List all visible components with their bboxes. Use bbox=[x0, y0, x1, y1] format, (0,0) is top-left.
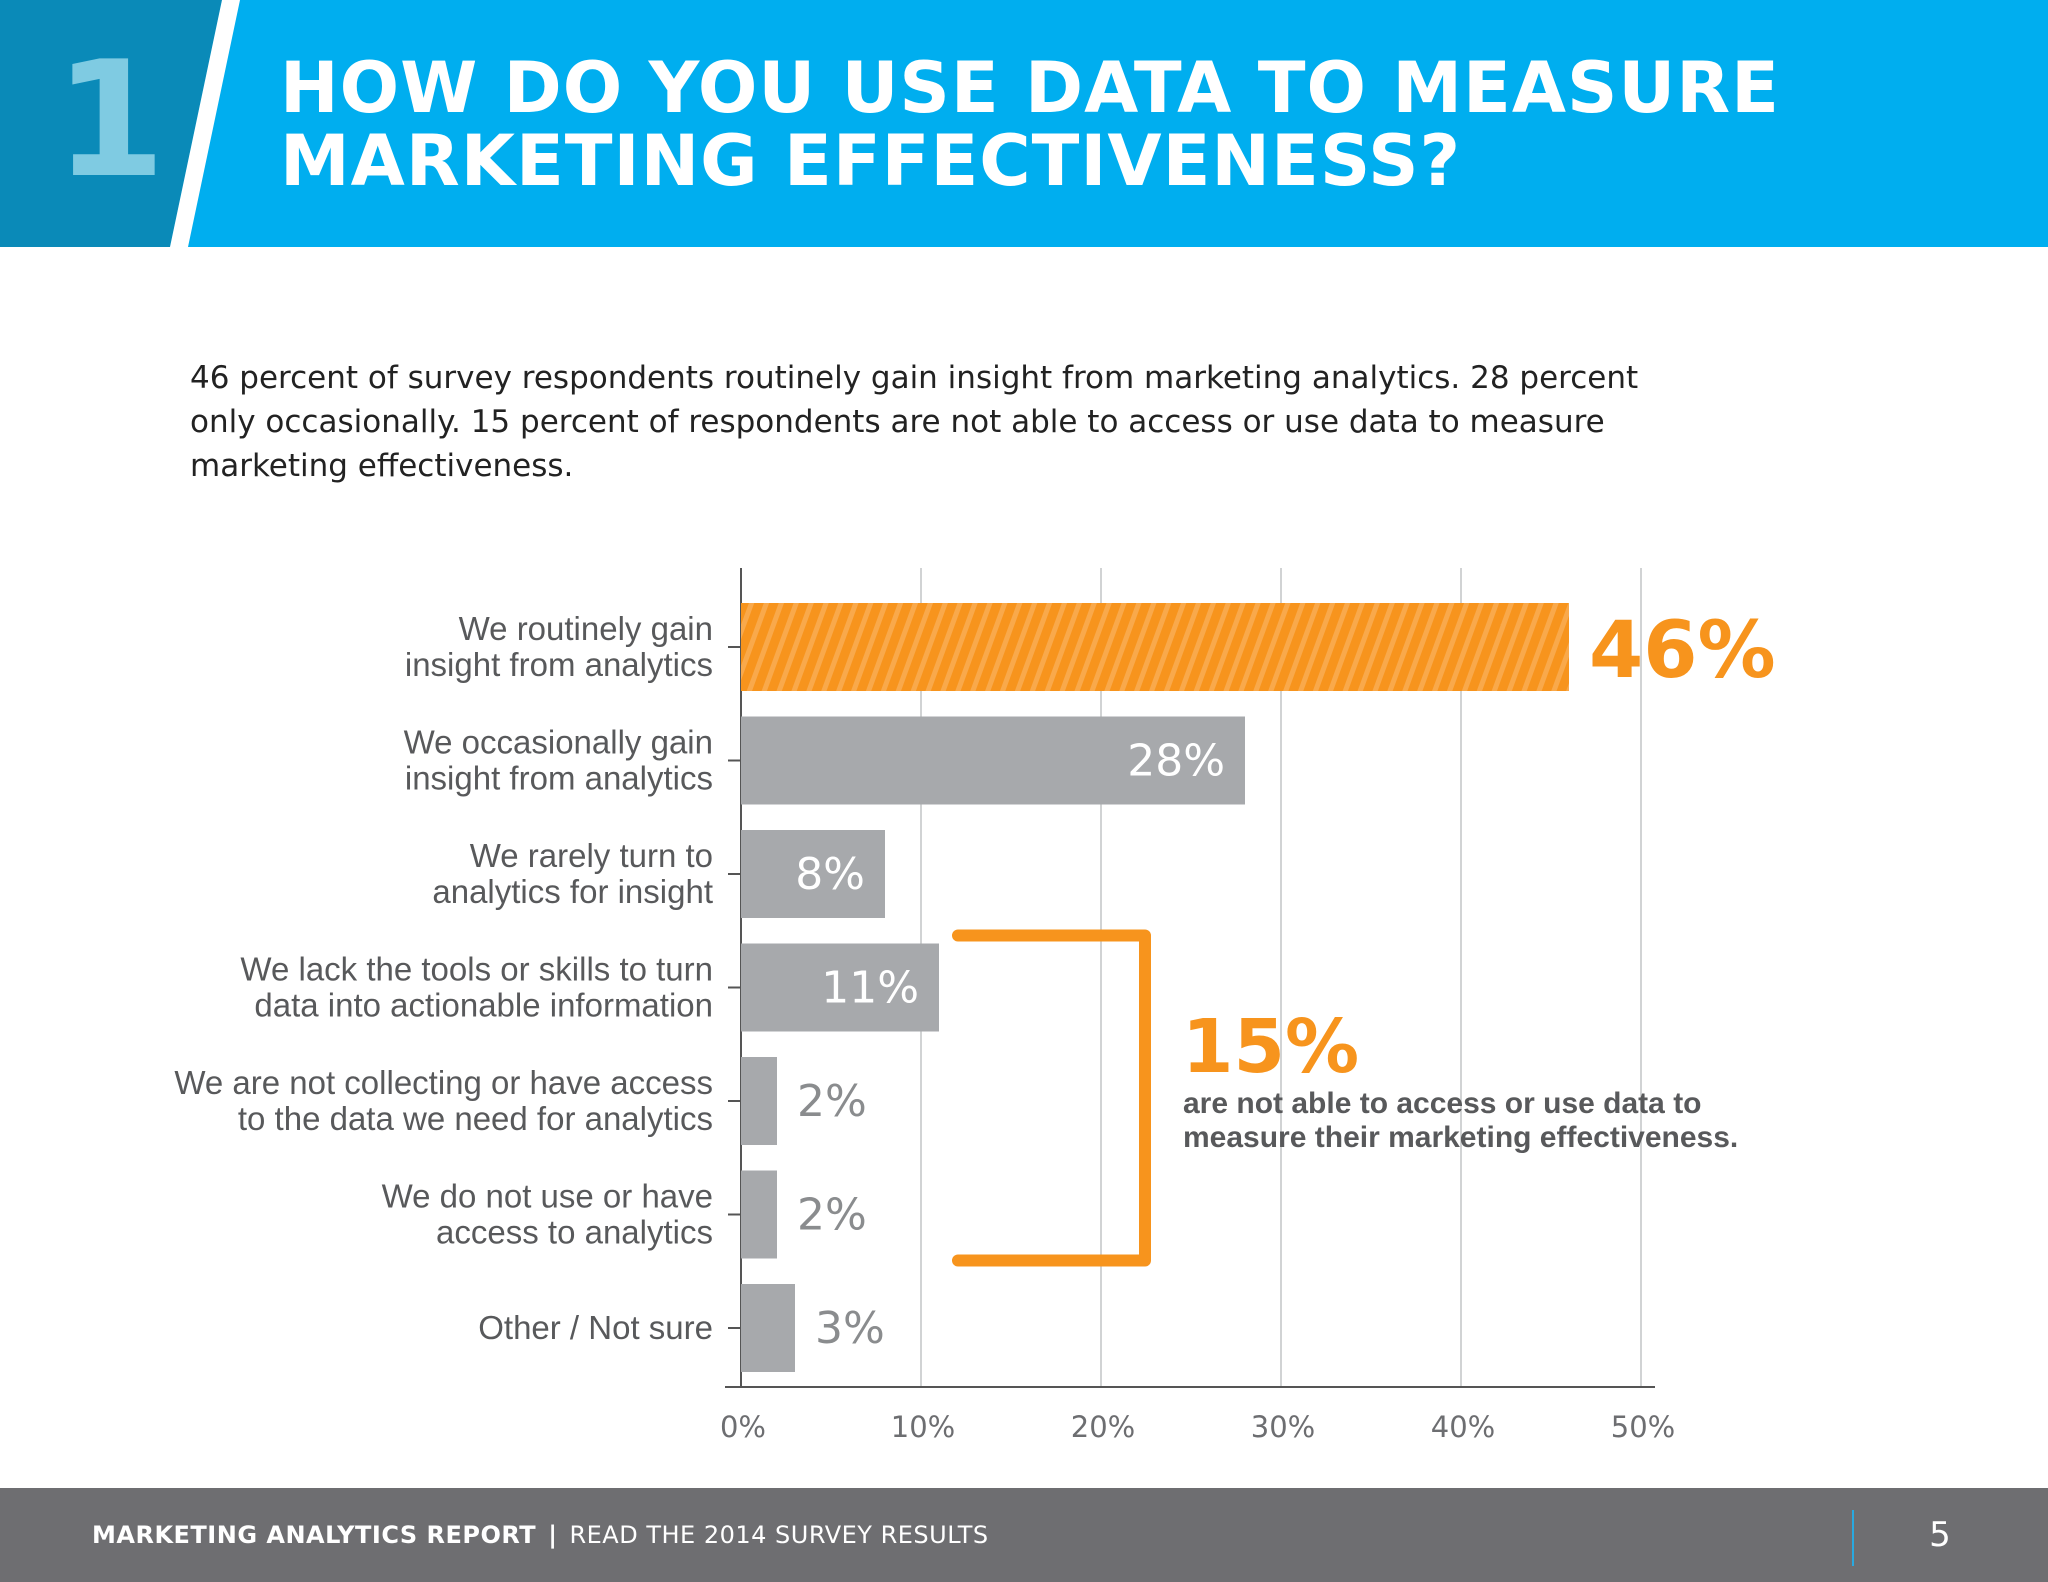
intro-line: marketing effectiveness. bbox=[190, 448, 574, 484]
bar bbox=[741, 603, 1569, 691]
category-label: We occasionally gain bbox=[404, 724, 713, 761]
bar bbox=[741, 1170, 777, 1259]
value-label: 2% bbox=[797, 1076, 867, 1127]
footer-separator: | bbox=[548, 1521, 558, 1549]
intro-line: 46 percent of survey respondents routine… bbox=[190, 360, 1639, 396]
callout-text: are not able to access or use data to bbox=[1183, 1087, 1702, 1120]
category-label: We do not use or have bbox=[382, 1178, 713, 1215]
bar bbox=[741, 716, 1245, 805]
section-number: 1 bbox=[54, 26, 166, 213]
category-label: We routinely gain bbox=[459, 610, 713, 647]
bar bbox=[741, 830, 885, 918]
footer: MARKETING ANALYTICS REPORT | READ THE 2014… bbox=[0, 1488, 2048, 1582]
x-tick-label: 50% bbox=[1611, 1410, 1675, 1444]
section-number-panel bbox=[0, 0, 222, 247]
page-title-line: MARKETING EFFECTIVENESS? bbox=[280, 120, 1462, 202]
category-label: analytics for insight bbox=[432, 873, 713, 910]
category-label: data into actionable information bbox=[254, 987, 713, 1024]
intro-paragraph: 46 percent of survey respondents routine… bbox=[190, 356, 1790, 488]
callout-value: 15% bbox=[1182, 1004, 1359, 1090]
value-label: 28% bbox=[1127, 736, 1225, 787]
footer-divider bbox=[1852, 1510, 1854, 1566]
page-title-line: HOW DO YOU USE DATA TO MEASURE bbox=[280, 47, 1780, 129]
callout-bracket bbox=[952, 929, 1151, 1267]
category-label: to the data we need for analytics bbox=[238, 1100, 713, 1137]
value-label: 11% bbox=[821, 963, 919, 1014]
category-label: We are not collecting or have access bbox=[174, 1064, 713, 1101]
intro-line: only occasionally. 15 percent of respond… bbox=[190, 404, 1605, 440]
page-number: 5 bbox=[1929, 1515, 1951, 1555]
category-label: Other / Not sure bbox=[478, 1309, 713, 1346]
footer-survey-link[interactable]: READ THE 2014 SURVEY RESULTS bbox=[569, 1521, 989, 1549]
value-label: 8% bbox=[795, 849, 865, 900]
x-tick-label: 30% bbox=[1251, 1410, 1315, 1444]
x-tick-label: 0% bbox=[720, 1410, 766, 1444]
x-tick-label: 40% bbox=[1431, 1410, 1495, 1444]
category-label: access to analytics bbox=[436, 1214, 713, 1251]
bar bbox=[741, 1284, 795, 1372]
category-label: We rarely turn to bbox=[470, 837, 713, 874]
header-bar bbox=[0, 0, 2048, 247]
x-tick-label: 10% bbox=[891, 1410, 955, 1444]
category-label: We lack the tools or skills to turn bbox=[240, 951, 713, 988]
footer-report-title: MARKETING ANALYTICS REPORT bbox=[92, 1521, 537, 1549]
bar bbox=[741, 943, 939, 1032]
value-label: 2% bbox=[797, 1190, 867, 1241]
callout-text: measure their marketing effectiveness. bbox=[1183, 1121, 1738, 1154]
header-background bbox=[0, 0, 2048, 247]
footer-text: MARKETING ANALYTICS REPORT | READ THE 2014… bbox=[92, 1488, 989, 1582]
category-label: insight from analytics bbox=[405, 760, 713, 797]
x-tick-label: 20% bbox=[1071, 1410, 1135, 1444]
header-banner: 1 HOW DO YOU USE DATA TO MEASURE MARKETI… bbox=[0, 0, 2048, 247]
value-label: 46% bbox=[1589, 606, 1776, 696]
value-label: 3% bbox=[815, 1303, 885, 1354]
page-title: HOW DO YOU USE DATA TO MEASURE MARKETING… bbox=[280, 52, 1780, 198]
bar-chart: 0% 10% 20% 30% 40% 50% We routinely gaininsig… bbox=[174, 568, 1776, 1444]
bar bbox=[741, 1057, 777, 1145]
header-slash bbox=[170, 0, 240, 247]
category-label: insight from analytics bbox=[405, 646, 713, 683]
